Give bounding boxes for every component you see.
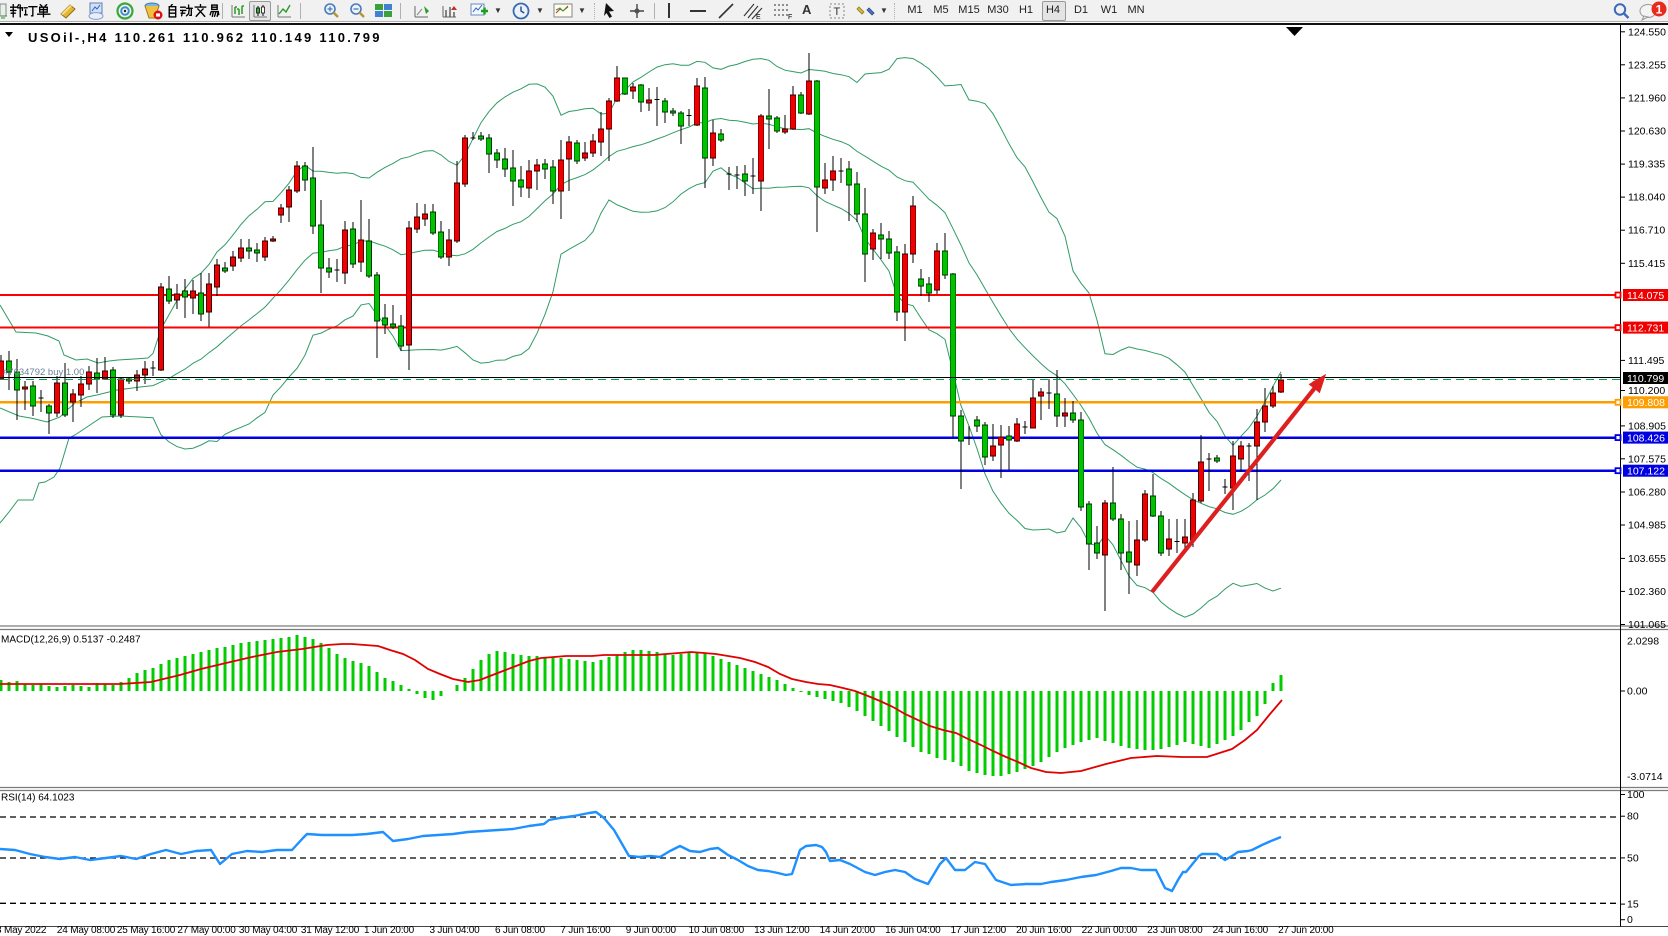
svg-text:16 Jun 04:00: 16 Jun 04:00	[885, 925, 941, 936]
svg-text:123.255: 123.255	[1628, 59, 1666, 71]
svg-text:15: 15	[1627, 899, 1639, 911]
svg-text:6 Jun 08:00: 6 Jun 08:00	[495, 925, 546, 936]
svg-text:F: F	[788, 14, 792, 20]
svg-text:102.360: 102.360	[1628, 586, 1666, 598]
svg-text:9 Jun 00:00: 9 Jun 00:00	[626, 925, 677, 936]
svg-text:104.985: 104.985	[1628, 520, 1666, 532]
svg-text:27 Jun 20:00: 27 Jun 20:00	[1278, 925, 1334, 936]
svg-text:112.731: 112.731	[1627, 322, 1664, 334]
svg-text:108.905: 108.905	[1628, 420, 1666, 432]
svg-text:20 Jun 16:00: 20 Jun 16:00	[1016, 925, 1072, 936]
svg-text:107.575: 107.575	[1628, 453, 1666, 465]
svg-text:T: T	[834, 6, 841, 18]
svg-text:13 Jun 12:00: 13 Jun 12:00	[754, 925, 810, 936]
svg-text:3 Jun 04:00: 3 Jun 04:00	[429, 925, 480, 936]
svg-text:25 May 16:00: 25 May 16:00	[117, 925, 176, 936]
svg-text:108.426: 108.426	[1627, 432, 1665, 444]
svg-text:101.065: 101.065	[1628, 619, 1666, 631]
svg-text:0: 0	[1627, 914, 1633, 926]
svg-text:7 Jun 16:00: 7 Jun 16:00	[560, 925, 611, 936]
svg-text:50: 50	[1627, 852, 1639, 864]
svg-text:10 Jun 08:00: 10 Jun 08:00	[689, 925, 745, 936]
svg-text:24 Jun 16:00: 24 Jun 16:00	[1213, 925, 1269, 936]
svg-text:31 May 12:00: 31 May 12:00	[301, 925, 360, 936]
svg-text:103.655: 103.655	[1628, 553, 1666, 565]
svg-text:27 May 00:00: 27 May 00:00	[177, 925, 236, 936]
svg-text:24 May 08:00: 24 May 08:00	[57, 925, 116, 936]
svg-text:14 Jun 20:00: 14 Jun 20:00	[820, 925, 876, 936]
svg-text:106.280: 106.280	[1628, 487, 1666, 499]
svg-text:119.335: 119.335	[1628, 159, 1665, 171]
svg-text:124.550: 124.550	[1628, 26, 1666, 38]
svg-text:3 May 2022: 3 May 2022	[0, 925, 47, 936]
svg-text:0.00: 0.00	[1627, 686, 1648, 698]
svg-text:RSI(14) 64.1023: RSI(14) 64.1023	[1, 793, 75, 804]
svg-text:111.495: 111.495	[1628, 355, 1665, 367]
svg-text:1 Jun 20:00: 1 Jun 20:00	[364, 925, 415, 936]
svg-text:115.415: 115.415	[1628, 258, 1665, 270]
svg-text:110.200: 110.200	[1628, 385, 1665, 397]
svg-text:100: 100	[1627, 789, 1645, 801]
svg-text:USOil-,H4 110.261 110.962 110: USOil-,H4 110.261 110.962 110.149 110.79…	[28, 30, 382, 45]
svg-text:1: 1	[1656, 3, 1663, 17]
svg-text:-3.0714: -3.0714	[1627, 771, 1663, 783]
svg-text:121.960: 121.960	[1628, 92, 1666, 104]
svg-text:#7634792 buy 1.00: #7634792 buy 1.00	[3, 367, 84, 378]
svg-text:30 May 04:00: 30 May 04:00	[239, 925, 298, 936]
svg-text:114.075: 114.075	[1627, 290, 1664, 302]
svg-text:118.040: 118.040	[1628, 192, 1665, 204]
svg-text:120.630: 120.630	[1628, 126, 1666, 138]
svg-text:110.799: 110.799	[1627, 373, 1664, 385]
svg-text:109.808: 109.808	[1627, 397, 1665, 409]
svg-text:107.122: 107.122	[1627, 466, 1665, 478]
svg-text:MACD(12,26,9) 0.5137 -0.2487: MACD(12,26,9) 0.5137 -0.2487	[1, 635, 141, 646]
svg-text:23 Jun 08:00: 23 Jun 08:00	[1147, 925, 1203, 936]
svg-text:22 Jun 00:00: 22 Jun 00:00	[1082, 925, 1138, 936]
svg-text:17 Jun 12:00: 17 Jun 12:00	[951, 925, 1007, 936]
svg-text:E: E	[756, 14, 761, 20]
svg-text:116.710: 116.710	[1628, 225, 1665, 237]
svg-text:2.0298: 2.0298	[1627, 636, 1659, 648]
svg-text:80: 80	[1627, 811, 1639, 823]
